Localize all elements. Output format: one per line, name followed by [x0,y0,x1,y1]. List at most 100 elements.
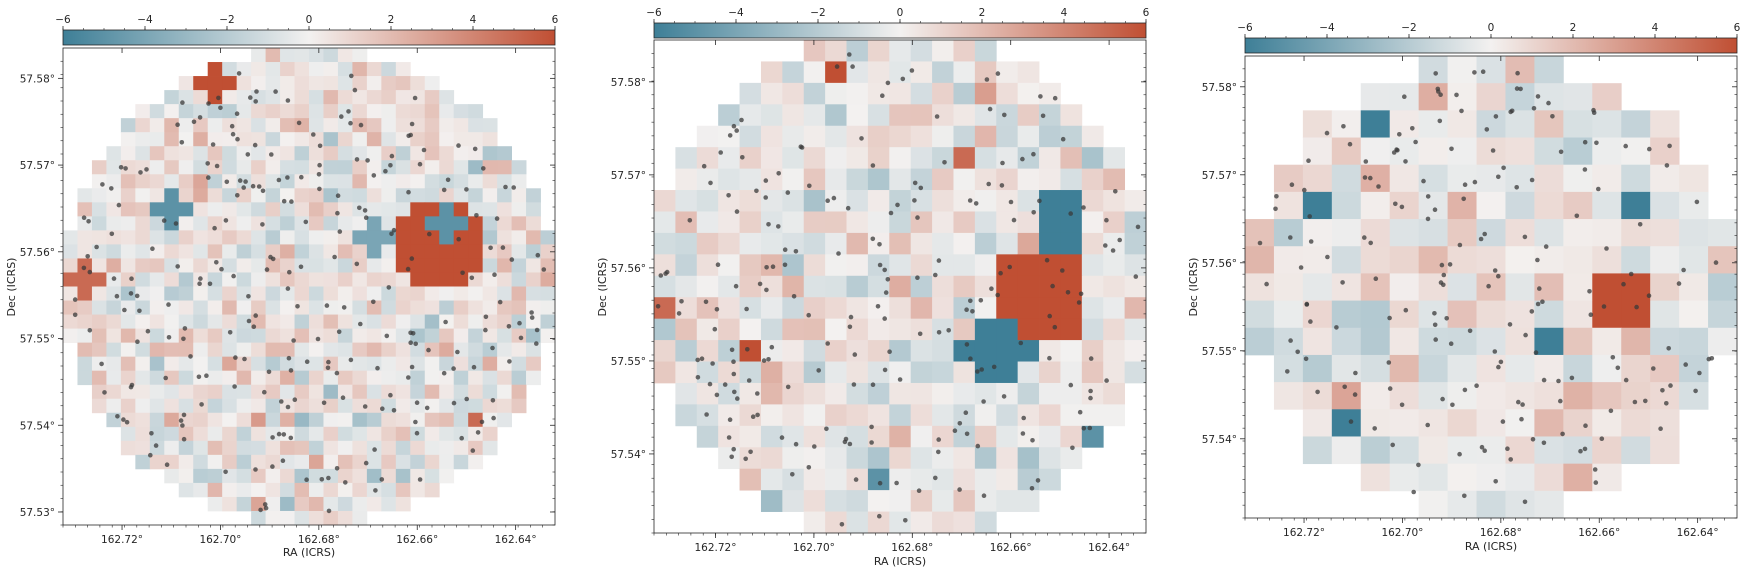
heatmap-cell [803,404,826,427]
x-tick-label: 162.72° [1283,527,1325,539]
source-point [246,318,252,324]
heatmap-cell [424,76,440,91]
heatmap-cell [251,328,266,344]
heatmap-cell [1331,164,1362,193]
heatmap-cell [207,440,223,456]
heatmap-cell [280,440,295,456]
heatmap-cell [1331,327,1362,356]
heatmap-cell [323,342,339,358]
source-point [181,436,187,442]
source-point [1011,217,1017,223]
heatmap-cell [424,300,440,315]
heatmap-cell [280,454,295,470]
heatmap-cell [497,202,512,217]
heatmap-cell [280,412,295,428]
heatmap-cell [1081,297,1104,320]
source-point [870,236,876,242]
x-tick-label: 162.64° [1088,542,1130,554]
heatmap-cell [932,232,954,255]
source-point [417,161,423,167]
heatmap-cell [381,342,397,358]
heatmap-cell [135,174,151,189]
heatmap-cell [280,314,295,329]
source-point [1325,254,1330,260]
heatmap-cell [193,188,209,203]
heatmap-cell [1017,104,1040,127]
heatmap-cell [309,188,324,203]
heatmap-cell [974,61,997,84]
heatmap-cell [526,342,541,358]
source-point [245,152,251,157]
source-point [507,359,512,364]
source-point [256,184,262,189]
heatmap-cell [323,384,339,400]
heatmap-cell [366,272,382,287]
heatmap-cell [468,454,484,470]
source-point [1070,445,1075,451]
heatmap-cell [1476,110,1506,138]
heatmap-cell [439,370,455,386]
heatmap-cell [366,412,382,428]
source-point [764,265,769,270]
heatmap-cell [395,482,411,498]
heatmap-cell [106,370,122,386]
heatmap-cell [760,190,783,212]
source-point [1591,107,1596,113]
heatmap-cell [739,318,762,341]
source-point [1403,307,1409,313]
heatmap-cell [323,482,339,498]
heatmap-cell [207,188,223,203]
heatmap-cell [120,160,136,175]
source-point [325,365,331,371]
heatmap-cell [889,232,912,255]
heatmap-cell [825,190,847,212]
heatmap-cell [424,132,440,147]
heatmap-cell [1360,354,1391,383]
heatmap-cell [468,202,484,217]
heatmap-cell [309,328,324,344]
heatmap-cell [366,300,382,315]
heatmap-cell [1389,110,1420,138]
heatmap-cell [1017,254,1040,277]
source-point [346,109,351,114]
heatmap-cell [193,342,209,358]
source-point [825,198,830,203]
y-tick-label: 57.57° [1202,170,1237,182]
heatmap-cell [323,62,339,77]
heatmap-cell [1273,354,1304,383]
heatmap-cell [424,426,440,442]
source-point [1508,109,1513,115]
heatmap-cell [294,272,310,287]
source-point [406,189,411,195]
heatmap-cell [468,174,484,189]
source-point [490,345,495,351]
source-point [1441,272,1447,278]
heatmap-cell [1476,436,1506,465]
source-point [134,293,140,299]
source-point [315,336,321,342]
source-point [812,444,817,449]
heatmap-cell [1017,190,1040,212]
heatmap-cell [120,118,136,133]
heatmap-cell [1039,275,1061,298]
source-point [1029,486,1035,491]
heatmap-cell [453,272,469,287]
source-point [234,111,240,116]
heatmap-cell [352,160,368,175]
heatmap-cell [932,40,954,62]
heatmap-cell [236,384,252,400]
source-point [806,465,812,470]
heatmap-cell [511,272,527,287]
heatmap-cell [1060,340,1083,362]
heatmap-cell [222,216,238,231]
heatmap-cell [675,232,698,255]
heatmap-cell [1418,191,1448,220]
heatmap-cell [803,468,826,491]
heatmap-cell [1476,164,1506,193]
source-point [1676,281,1682,286]
heatmap-cell [1039,190,1061,212]
source-point [81,215,87,220]
source-point [1500,419,1506,424]
heatmap-cell [280,104,295,119]
heatmap-cell [236,244,252,259]
